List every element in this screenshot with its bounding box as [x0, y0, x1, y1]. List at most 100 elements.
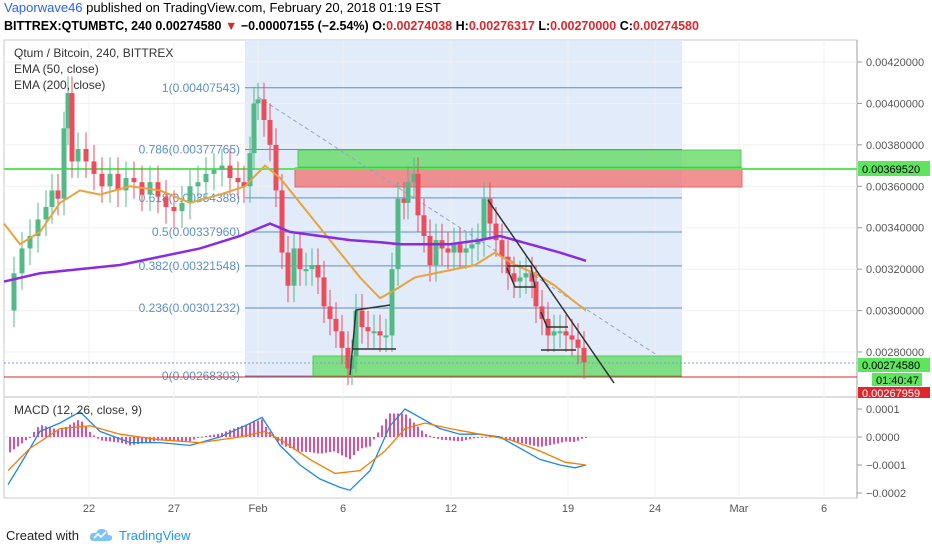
fib-level-label: 0.786(0.00377765)	[139, 142, 240, 156]
candle-body	[487, 198, 493, 224]
macd-hist-bar	[545, 437, 547, 446]
macd-hist-bar	[77, 420, 79, 437]
chart-canvas[interactable]: 1(0.00407543)0.786(0.00377765)0.618(0.00…	[0, 0, 932, 522]
time-tick-label: 12	[445, 503, 457, 515]
drawn-patterns[interactable]	[349, 199, 615, 384]
candle-body	[551, 331, 557, 336]
candle-body	[315, 265, 321, 278]
macd-histogram	[9, 413, 587, 460]
macd-tick-label: 0.0001	[866, 404, 900, 416]
macd-hist-bar	[233, 428, 235, 437]
macd-hist-bar	[313, 437, 315, 453]
macd-tick-label: −0.0002	[866, 488, 906, 500]
candle-body	[75, 149, 81, 162]
downtrend-line	[487, 199, 615, 384]
ema200-line[interactable]	[3, 222, 587, 283]
candle-body	[523, 273, 529, 278]
low-price-label: 0.00267959	[862, 388, 920, 400]
time-tick-label: Feb	[249, 503, 268, 515]
macd-hist-bar	[81, 421, 83, 437]
publish-line: Vaporwave46 published on TradingView.com…	[4, 0, 441, 15]
macd-hist-bar	[297, 437, 299, 452]
price-axis[interactable]: 0.00420000 0.00400000 0.00380000 0.00360000…	[857, 57, 924, 359]
down-arrow-icon: ▼	[224, 19, 238, 33]
time-tick-label: 24	[649, 503, 661, 515]
macd-hist-bar	[441, 437, 443, 440]
candle-body	[499, 240, 505, 257]
macd-hist-bar	[381, 425, 383, 437]
candle-body	[227, 165, 233, 178]
macd-hist-bar	[69, 424, 71, 437]
tradingview-brand[interactable]: TradingView	[119, 528, 191, 543]
price-tick-label: 0.00280000	[866, 347, 924, 359]
macd-hist-bar	[221, 432, 223, 437]
price-tick-label: 0.00320000	[866, 264, 924, 276]
candle-body	[241, 182, 247, 187]
candle-body	[69, 93, 75, 162]
macd-hist-bar	[509, 437, 511, 441]
macd-tick-label: 0.0000	[866, 432, 900, 444]
author-link[interactable]: Vaporwave46	[4, 0, 83, 15]
candle-body	[505, 256, 511, 274]
ema50-line[interactable]	[3, 164, 587, 312]
macd-signal-line[interactable]	[7, 422, 587, 475]
macd-hist-bar	[241, 425, 243, 437]
candle-body	[333, 318, 339, 332]
price-tick-label: 0.00360000	[866, 181, 924, 193]
supply-zone-green[interactable]	[297, 149, 742, 168]
legend-title: Qtum / Bitcoin, 240, BITTREX	[14, 46, 173, 60]
fib-trend-line	[257, 96, 661, 358]
open-value: 0.00274038	[386, 19, 453, 33]
macd-hist-bar	[157, 437, 159, 441]
macd-axis[interactable]: 0.0001 0.0000 −0.0001 −0.0002	[857, 404, 906, 500]
macd-hist-bar	[113, 437, 115, 442]
candle-body	[65, 93, 71, 129]
time-tick-label: 22	[83, 503, 95, 515]
macd-hist-bar	[129, 437, 131, 446]
candle-body	[19, 248, 25, 274]
high-label: H:	[455, 19, 469, 33]
macd-hist-bar	[185, 437, 187, 442]
macd-hist-bar	[561, 437, 563, 443]
candle-body	[55, 190, 61, 199]
candle-body	[457, 244, 463, 253]
macd-hist-bar	[149, 437, 151, 443]
candle-body	[187, 186, 193, 203]
time-axis[interactable]: 22 27 Feb 6 12 19 24 Mar 6	[83, 503, 827, 515]
support-zone-green[interactable]	[312, 355, 682, 377]
candle-body	[395, 198, 401, 270]
candle-body	[267, 120, 273, 145]
macd-hist-bar	[397, 413, 399, 437]
time-tick-label: 19	[562, 503, 574, 515]
macd-hist-bar	[517, 437, 519, 443]
macd-hist-bar	[293, 437, 295, 450]
macd-hist-bar	[25, 437, 27, 441]
macd-hist-bar	[301, 437, 303, 452]
macd-hist-bar	[557, 437, 559, 444]
price-tick-label: 0.00340000	[866, 223, 924, 235]
last-price-badge	[858, 358, 930, 372]
macd-hist-bar	[213, 434, 215, 437]
fib-level-label: 0.5(0.00337960)	[152, 225, 240, 239]
macd-hist-bar	[573, 437, 575, 443]
price-tick-label: 0.00300000	[866, 306, 924, 318]
candle-body	[11, 273, 17, 311]
hline-price-badge	[858, 161, 930, 176]
macd-hist-bar	[373, 437, 375, 440]
macd-hist-bar	[533, 437, 535, 446]
macd-hist-bar	[13, 437, 15, 450]
macd-hist-bar	[29, 437, 31, 438]
macd-hist-bar	[21, 437, 23, 444]
macd-hist-bar	[229, 429, 231, 437]
macd-hist-bar	[133, 437, 135, 445]
candle-body	[433, 240, 439, 265]
macd-hist-bar	[537, 437, 539, 447]
macd-hist-bar	[321, 437, 323, 454]
macd-hist-bar	[369, 437, 371, 447]
legend-ema200: EMA (200, close)	[14, 78, 105, 92]
macd-hist-bar	[513, 437, 515, 442]
resistance-zone-red[interactable]	[294, 167, 743, 188]
symbol-label: BITTREX:QTUMBTC, 240	[4, 19, 152, 33]
macd-hist-bar	[161, 437, 163, 441]
macd-hist-bar	[553, 437, 555, 445]
